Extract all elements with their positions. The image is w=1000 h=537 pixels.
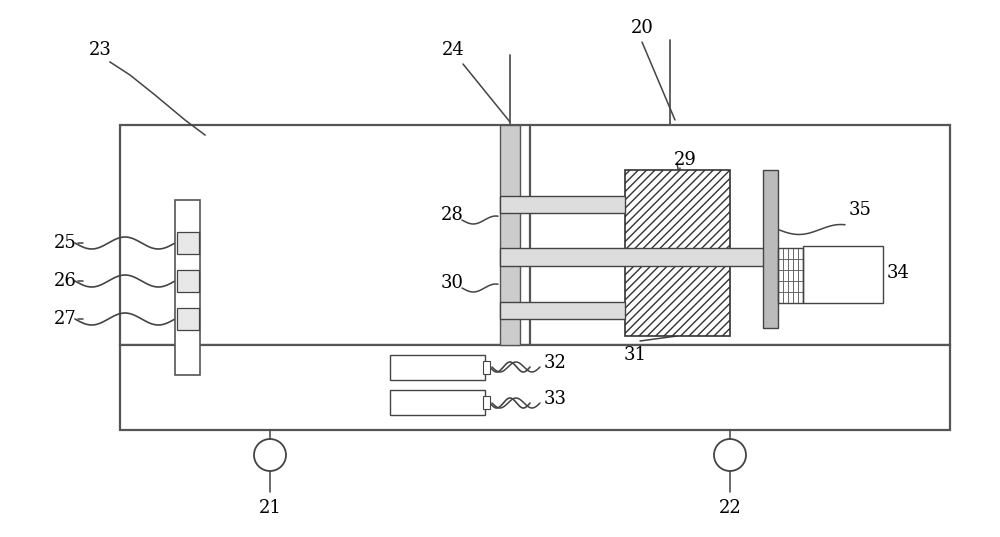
- Bar: [778, 248, 803, 303]
- Bar: [483, 396, 490, 409]
- Bar: [483, 361, 490, 374]
- Bar: [625, 170, 730, 250]
- Bar: [763, 170, 778, 328]
- Text: 22: 22: [719, 499, 741, 517]
- Bar: [625, 263, 730, 336]
- Text: 29: 29: [674, 151, 696, 169]
- Text: 34: 34: [887, 264, 909, 282]
- Text: 32: 32: [544, 354, 566, 372]
- Text: 27: 27: [54, 310, 76, 328]
- Bar: [177, 308, 199, 330]
- Bar: [500, 248, 765, 266]
- Text: 28: 28: [441, 206, 463, 224]
- Bar: [177, 232, 199, 254]
- Text: 24: 24: [442, 41, 464, 59]
- Bar: [390, 355, 485, 380]
- Bar: [500, 125, 520, 345]
- Text: 31: 31: [624, 346, 646, 364]
- Text: 26: 26: [54, 272, 76, 290]
- Bar: [500, 302, 625, 319]
- Bar: [390, 390, 485, 415]
- Bar: [175, 200, 200, 375]
- Text: 30: 30: [440, 274, 464, 292]
- Bar: [120, 345, 950, 430]
- Text: 20: 20: [631, 19, 653, 37]
- Bar: [120, 125, 950, 345]
- Text: 35: 35: [849, 201, 871, 219]
- Text: 21: 21: [259, 499, 281, 517]
- Text: 25: 25: [54, 234, 76, 252]
- Bar: [500, 196, 625, 213]
- Text: 23: 23: [89, 41, 111, 59]
- Text: 33: 33: [544, 390, 566, 408]
- Bar: [177, 270, 199, 292]
- Bar: [803, 246, 883, 303]
